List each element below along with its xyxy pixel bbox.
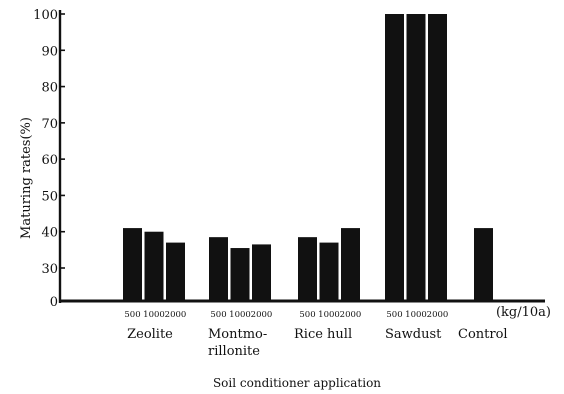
bar — [319, 242, 339, 301]
x-axis-label: Soil conditioner application — [213, 376, 381, 390]
group-label: Montmo- — [208, 327, 267, 342]
dose-label: 1000 — [229, 310, 251, 320]
dose-label: 500 — [386, 310, 402, 320]
bar — [298, 237, 317, 301]
dose-label: 500 — [124, 310, 140, 320]
group-label: Sawdust — [385, 327, 442, 342]
y-tick-label: 30 — [41, 262, 58, 277]
bar — [252, 244, 271, 301]
bar — [209, 237, 228, 301]
y-tick-label: 90 — [41, 44, 58, 59]
group-label: rillonite — [208, 344, 260, 359]
dose-label: 500 — [210, 310, 226, 320]
bar-group-rice-hull — [298, 228, 360, 301]
bars — [123, 14, 493, 301]
dose-label: 500 — [299, 310, 315, 320]
group-label: Zeolite — [127, 327, 173, 342]
bar — [144, 231, 164, 301]
y-tick-label: 50 — [41, 189, 58, 204]
bar-group-montmorillonite — [209, 237, 271, 301]
x-axis-unit: (kg/10a) — [496, 305, 551, 320]
y-axis: 0 30 40 50 60 70 80 90 100 — [33, 8, 65, 310]
y-tick-label: 80 — [41, 81, 58, 96]
bar-group-zeolite — [123, 228, 185, 301]
bar — [428, 14, 447, 301]
bar — [341, 228, 360, 301]
bar — [166, 242, 185, 301]
y-tick-label: 60 — [41, 153, 58, 168]
y-tick-label: 100 — [33, 8, 58, 23]
bar — [474, 228, 493, 301]
dose-label: 1000 — [143, 310, 165, 320]
bar — [406, 14, 426, 301]
dose-label: 2000 — [340, 310, 362, 320]
dose-label: 2000 — [165, 310, 187, 320]
bar — [385, 14, 404, 301]
group-label: Control — [458, 327, 508, 342]
bar — [230, 248, 250, 301]
bar — [123, 228, 142, 301]
dose-label: 2000 — [427, 310, 449, 320]
y-tick-label: 0 — [50, 295, 58, 310]
bar-group-control — [474, 228, 493, 301]
dose-label: 1000 — [405, 310, 427, 320]
group-label: Rice hull — [294, 327, 352, 342]
y-tick-label: 40 — [41, 226, 58, 241]
dose-label: 2000 — [251, 310, 273, 320]
dose-label: 1000 — [318, 310, 340, 320]
y-tick-label: 70 — [41, 117, 58, 132]
bar-group-sawdust — [385, 14, 447, 301]
y-axis-label: Maturing rates(%) — [19, 117, 34, 239]
